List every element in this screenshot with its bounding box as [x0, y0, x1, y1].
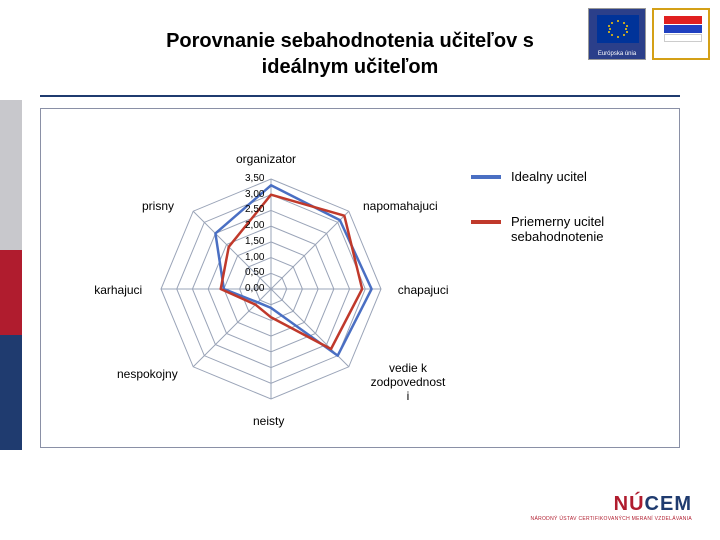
- eu-logo: Európska únia: [588, 8, 646, 60]
- sidebar-accent-gray: [0, 100, 22, 250]
- legend-swatch: [471, 175, 501, 179]
- sidebar-accent-blue: [0, 335, 22, 450]
- radar-chart-container: organizator napomahajuci chapajuci vedie kz…: [40, 108, 680, 448]
- legend-item: Priemerny ucitel sebahodnotenie: [471, 214, 671, 244]
- sidebar-accent-red: [0, 250, 22, 335]
- eu-caption: Európska únia: [589, 51, 645, 57]
- axis-label: chapajuci: [398, 283, 449, 297]
- legend-swatch: [471, 220, 501, 224]
- scale-tick: 2,00: [245, 220, 264, 231]
- scale-tick: 3,50: [245, 173, 264, 184]
- top-logos: Európska únia: [588, 8, 710, 60]
- radar-chart: organizator napomahajuci chapajuci vedie kz…: [61, 119, 461, 439]
- axis-label: neisty: [253, 414, 284, 428]
- axis-label: napomahajuci: [363, 199, 438, 213]
- axis-label: organizator: [236, 152, 296, 166]
- page-title: Porovnanie sebahodnotenia učiteľov s ide…: [120, 28, 580, 80]
- legend-item: Idealny ucitel: [471, 169, 671, 184]
- scale-tick: 2,50: [245, 204, 264, 215]
- legend-label: Idealny ucitel: [511, 169, 587, 184]
- axis-label: nespokojny: [117, 367, 178, 381]
- scale-tick: 0,00: [245, 283, 264, 294]
- legend: Idealny ucitel Priemerny ucitel sebahodno…: [471, 169, 671, 274]
- nucem-logo: NÚCEM NÁRODNÝ ÚSTAV CERTIFIKOVANÝCH MERA…: [531, 493, 692, 522]
- scale-tick: 3,00: [245, 189, 264, 200]
- axis-label: vedie kzodpovednosti: [363, 361, 453, 403]
- axis-label: prisny: [142, 199, 174, 213]
- title-divider: [40, 95, 680, 97]
- sk-logo: [652, 8, 710, 60]
- scale-tick: 0,50: [245, 267, 264, 278]
- scale-tick: 1,50: [245, 236, 264, 247]
- scale-tick: 1,00: [245, 252, 264, 263]
- axis-label: karhajuci: [94, 283, 142, 297]
- legend-label: Priemerny ucitel sebahodnotenie: [511, 214, 661, 244]
